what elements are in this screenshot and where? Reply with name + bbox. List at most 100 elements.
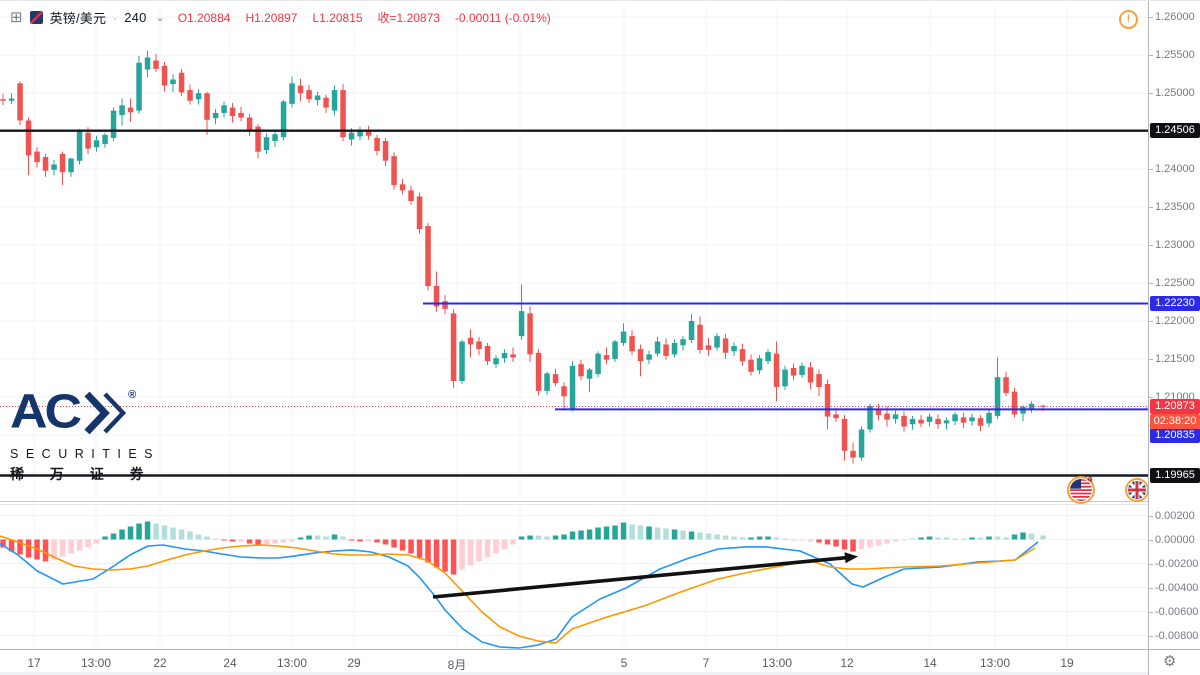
axis-corner: ⚙ — [1148, 649, 1200, 675]
macd-histogram-bar — [272, 539, 278, 544]
macd-histogram-bar — [824, 539, 831, 545]
macd-histogram-bar — [433, 539, 440, 568]
macd-tick-label: 0.00000 — [1155, 533, 1195, 546]
macd-histogram-bar — [425, 539, 431, 563]
macd-histogram-bar — [374, 539, 380, 543]
candle-body — [493, 358, 499, 365]
candle-body — [671, 343, 678, 355]
chevron-down-icon[interactable]: ⌄ — [155, 12, 165, 24]
candle-body — [544, 373, 550, 391]
chart-legend: ⊞ 英镑/美元 · 240 ⌄ O1.20884 H1.20897 L1.208… — [10, 8, 559, 27]
macd-histogram-bar — [161, 525, 168, 540]
candle-body — [765, 352, 771, 362]
axis-tick-mark — [1149, 55, 1153, 57]
macd-histogram-bar — [153, 523, 159, 540]
ohlc-change: -0.00011 (-0.01%) — [454, 10, 551, 25]
macd-histogram-bar — [467, 539, 474, 566]
candle-body — [280, 101, 287, 138]
candle-body — [697, 324, 703, 350]
macd-histogram-bar — [93, 539, 100, 544]
alert-warning-icon[interactable]: ! — [1119, 10, 1138, 29]
macd-histogram-bar — [807, 539, 814, 542]
axis-tick-mark — [1149, 358, 1153, 360]
macd-histogram-bar — [952, 538, 958, 540]
candle-body — [850, 450, 856, 458]
candle-body — [960, 417, 967, 423]
candle-body — [748, 359, 754, 372]
interval-label[interactable]: 240 — [124, 10, 147, 25]
macd-histogram-bar — [195, 534, 202, 540]
macd-histogram-bar — [1003, 537, 1009, 540]
candle-body — [612, 341, 618, 359]
candle-body — [374, 138, 380, 151]
candle-body — [799, 365, 805, 375]
macd-histogram-bar — [875, 539, 882, 546]
grid-lines — [0, 5, 1148, 646]
macd-histogram-bar — [144, 521, 151, 540]
candle-body — [255, 126, 261, 152]
macd-tick-label: -0.00200 — [1155, 557, 1199, 570]
macd-histogram-bar — [280, 539, 287, 543]
layout-grid-icon[interactable]: ⊞ — [10, 9, 23, 26]
candle-body — [969, 417, 975, 422]
macd-histogram-bar — [714, 534, 720, 540]
candle-body — [476, 341, 482, 350]
candle-body — [289, 83, 295, 104]
candle-body — [272, 134, 278, 141]
candle-body — [144, 57, 151, 70]
candle-body — [756, 358, 763, 371]
candle-body — [637, 349, 644, 362]
candle-body — [357, 129, 363, 137]
us-economic-event-icon[interactable]: 4 — [1065, 474, 1097, 506]
price-axis[interactable]: 1.26000 1.25500 1.25000 1.24000 1.23500 1.230… — [1148, 1, 1200, 649]
candle-body — [212, 112, 219, 119]
macd-histogram-bar — [765, 536, 771, 540]
macd-histogram-bar — [323, 536, 329, 540]
time-axis[interactable]: 17 13:00 22 24 13:00 29 8月 5 7 13:00 12 14 13:00 19 — [0, 649, 1148, 675]
candle-body — [484, 346, 491, 362]
pane-separator[interactable] — [0, 501, 1148, 505]
macd-histogram-bar — [901, 539, 907, 541]
candle-body — [527, 313, 533, 355]
macd-histogram-bar — [671, 529, 678, 540]
macd-histogram-bar — [255, 539, 261, 546]
acy-securities-label: SECURITIES — [10, 447, 161, 461]
candle-body — [51, 164, 57, 170]
candle-body — [382, 141, 389, 161]
macd-histogram-bar — [688, 531, 695, 540]
candle-body — [782, 369, 788, 387]
candle-body — [323, 97, 329, 108]
uk-economic-event-icon[interactable] — [1123, 476, 1151, 504]
macd-histogram-bar — [170, 527, 176, 540]
macd-histogram-bar — [51, 539, 57, 560]
macd-histogram-bar — [935, 537, 941, 540]
acy-registered-mark: ® — [128, 389, 137, 401]
candle-body — [773, 353, 780, 387]
macd-histogram-bar — [102, 536, 108, 540]
chart-canvas[interactable] — [0, 1, 1148, 649]
time-tick-label: 13:00 — [761, 656, 793, 670]
macd-histogram-bar — [637, 525, 644, 540]
macd-histogram-bar — [17, 539, 23, 555]
time-tick-label: 13:00 — [80, 656, 112, 670]
macd-histogram-bar — [408, 539, 414, 554]
candle-body — [416, 196, 423, 229]
trend-arrow-line[interactable] — [432, 555, 851, 599]
candle-body — [977, 418, 984, 426]
macd-histogram-bar — [42, 539, 49, 562]
us-event-count-badge: 4 — [1087, 474, 1092, 484]
macd-histogram-bar — [450, 539, 457, 575]
macd-histogram-bar — [263, 539, 270, 545]
macd-histogram-bar — [731, 536, 737, 540]
gear-icon[interactable]: ⚙ — [1163, 653, 1177, 670]
symbol-name[interactable]: 英镑/美元 — [49, 11, 107, 26]
macd-tick-label: -0.00400 — [1155, 581, 1199, 594]
last-price-label: 1.20873 — [1150, 399, 1200, 415]
macd-histogram-bar — [705, 533, 712, 540]
candle-body — [552, 374, 559, 384]
macd-tick-label: 0.00200 — [1155, 509, 1195, 522]
macd-histogram-bar — [603, 526, 610, 540]
macd-histogram-bar — [884, 539, 890, 544]
macd-histogram-bar — [578, 530, 584, 540]
macd-histogram-bar — [697, 532, 703, 540]
